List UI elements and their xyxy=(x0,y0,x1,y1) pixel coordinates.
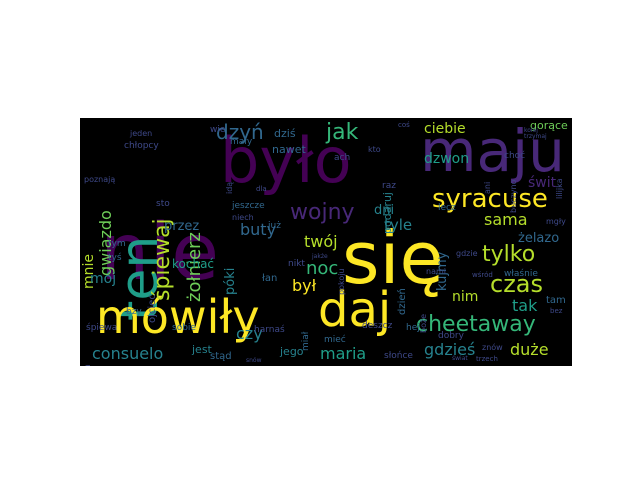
word-dla: dla xyxy=(256,185,267,193)
word-boze: boże xyxy=(419,313,428,333)
word-gdybym: gdybym xyxy=(83,364,93,366)
word-maly: mały xyxy=(230,137,253,147)
word-stad: stąd xyxy=(210,351,232,362)
word-czas: czas xyxy=(490,270,544,298)
word-zelazo: żelazo xyxy=(518,231,560,246)
word-ani: ani xyxy=(483,181,492,194)
word-cheetaway: cheetaway xyxy=(416,312,536,337)
word-cos: coś xyxy=(398,121,410,129)
word-daj: daj xyxy=(318,282,392,338)
word-poznaja: poznają xyxy=(84,175,116,184)
word-dzien: dzień xyxy=(397,288,408,315)
word-byl: był xyxy=(292,276,317,295)
word-tyle: tyle xyxy=(384,216,413,234)
word-buty: buty xyxy=(240,220,277,239)
word-harnas: harnaś xyxy=(254,325,285,335)
word-podaruj: podaruj xyxy=(381,192,394,234)
word-cloud: nie się było maju ten mówiły daj śpiewaj… xyxy=(80,118,572,366)
word-tylko: tylko xyxy=(482,242,536,267)
word-spiewa: śpiewa xyxy=(86,323,118,333)
word-sama: sama xyxy=(484,210,528,229)
word-ach: ach xyxy=(334,153,351,163)
word-juz: już xyxy=(268,221,281,231)
word-moj: mój xyxy=(90,271,117,287)
word-gdzies: gdzieś xyxy=(424,340,476,359)
word-syracuse: syracuse xyxy=(432,184,548,214)
word-tym: tym xyxy=(108,239,126,249)
word-hej: hej xyxy=(406,323,420,333)
word-dzwon: dzwon xyxy=(424,151,470,167)
word-buczyno: buczyno xyxy=(509,179,518,213)
word-nie: nie xyxy=(100,208,220,298)
word-ida: idą xyxy=(225,181,234,194)
word-lecz: lecz xyxy=(438,203,456,213)
word-jeden: jeden xyxy=(130,129,153,138)
word-mowily: mówiły xyxy=(96,290,260,344)
word-consuelo: consuelo xyxy=(92,344,164,363)
word-wsrod: wśród xyxy=(472,271,493,279)
word-dzyn: dzyń xyxy=(216,120,264,144)
word-pokoju: pokoju xyxy=(337,268,346,295)
word-tys: tyś xyxy=(108,253,122,263)
word-miec: mieć xyxy=(324,335,346,345)
word-maria: maria xyxy=(320,344,367,363)
word-poki: póki xyxy=(223,267,238,295)
word-lan: łan xyxy=(262,273,278,284)
word-swit: świt xyxy=(528,175,557,191)
word-dobry: dobry xyxy=(438,331,464,341)
word-swiat: świat xyxy=(452,355,468,362)
word-trzech: trzech xyxy=(476,355,498,363)
word-niech: niech xyxy=(232,213,254,222)
word-raz: raz xyxy=(382,181,396,191)
word-znow: znów xyxy=(482,343,503,352)
word-wie: wie xyxy=(210,125,226,135)
word-twoj: twój xyxy=(304,232,338,251)
word-wojny: wojny xyxy=(290,200,355,225)
word-lilijka: lilijka xyxy=(555,178,564,199)
word-deszcz: deszcz xyxy=(362,321,393,331)
word-wlasnie: właśnie xyxy=(504,269,538,279)
word-nikt: nikt xyxy=(288,259,305,269)
word-trzymaj: trzymaj xyxy=(524,133,547,140)
word-nami: nami xyxy=(426,267,446,276)
word-nawet: nawet xyxy=(272,143,306,156)
word-kochac: kochać xyxy=(172,257,215,271)
word-bez: bez xyxy=(550,307,563,315)
word-tak: tak xyxy=(512,296,538,315)
word-dzis: dziś xyxy=(274,127,296,140)
word-nim: nim xyxy=(452,289,479,305)
word-dni: dni xyxy=(374,203,395,218)
word-tam: tam xyxy=(546,295,566,306)
word-bzy: bzy xyxy=(126,307,142,317)
word-mial: miał xyxy=(301,331,311,351)
word-duze: duże xyxy=(510,340,549,359)
word-przez: przez xyxy=(164,219,200,234)
word-jak: jak xyxy=(326,120,359,145)
word-sto: sto xyxy=(156,199,170,209)
word-jego: jego xyxy=(280,345,304,358)
word-ojciec: ojciec xyxy=(147,294,158,323)
word-sie: się xyxy=(342,216,444,300)
word-jakze: jakże xyxy=(312,253,328,260)
word-gdzie: gdzie xyxy=(456,249,478,258)
word-snow: snów xyxy=(246,357,262,364)
word-jeszcze: jeszcze xyxy=(232,201,265,211)
word-sobie: sobie xyxy=(172,323,196,333)
word-chlopcy: chłopcy xyxy=(124,141,159,151)
word-noc: noc xyxy=(306,258,339,279)
word-bylo: było xyxy=(220,124,352,197)
word-maju: maju xyxy=(420,118,565,185)
word-ciebie: ciebie xyxy=(424,121,466,137)
word-sionce: słońce xyxy=(384,351,413,361)
word-czy: czy xyxy=(236,324,263,343)
word-kolej: kolej xyxy=(524,127,538,134)
word-mgly: mgły xyxy=(546,217,566,226)
word-choc: choć xyxy=(504,151,526,161)
word-goroce: gorące xyxy=(530,119,568,132)
word-kto: kto xyxy=(368,145,381,154)
word-jest: jest xyxy=(192,343,212,356)
